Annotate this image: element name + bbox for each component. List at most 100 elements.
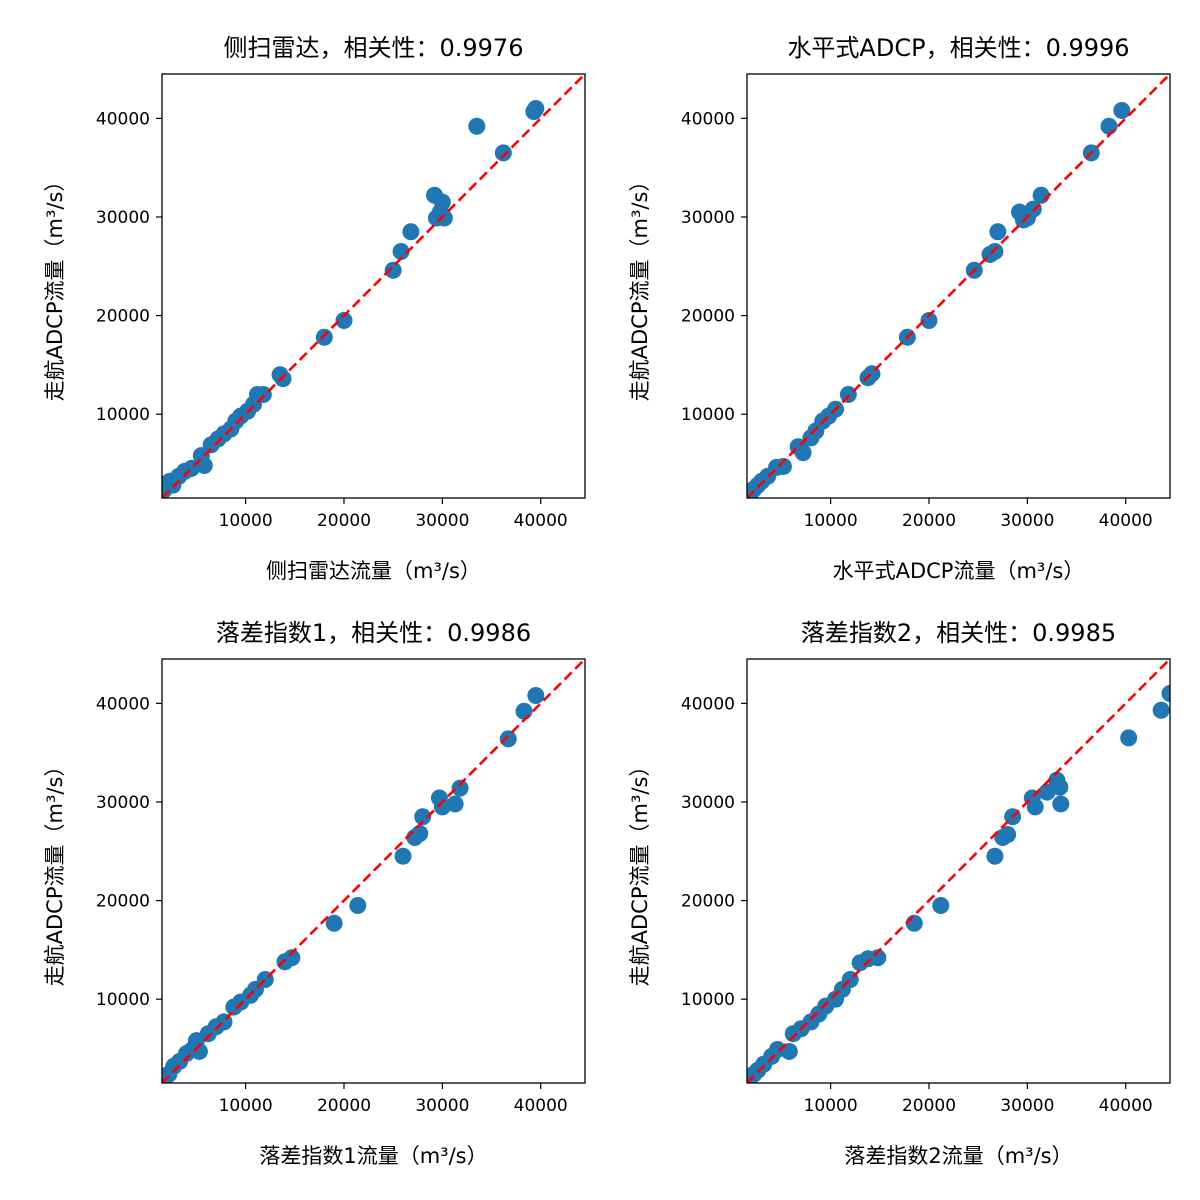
y-tick-label: 30000 bbox=[96, 208, 150, 228]
data-points bbox=[747, 74, 1170, 498]
data-point bbox=[1052, 795, 1070, 813]
data-point bbox=[283, 949, 301, 967]
data-point bbox=[1032, 186, 1050, 204]
data-point bbox=[999, 826, 1017, 844]
data-points bbox=[162, 74, 585, 498]
x-tick-label: 20000 bbox=[317, 511, 371, 531]
data-point bbox=[1038, 783, 1056, 801]
x-tick-label: 40000 bbox=[514, 1096, 568, 1116]
data-point bbox=[414, 808, 432, 826]
reference-line bbox=[747, 74, 1170, 498]
x-axis-label: 水平式ADCP流量（m³/s） bbox=[833, 559, 1085, 583]
reference-line bbox=[162, 74, 585, 498]
y-axis-label: 走航ADCP流量（m³/s） bbox=[628, 756, 652, 987]
data-point bbox=[335, 312, 353, 330]
data-point bbox=[254, 385, 272, 403]
plot-frame bbox=[161, 658, 586, 1084]
data-point bbox=[780, 1042, 798, 1060]
data-point bbox=[1161, 685, 1170, 703]
plot-frame bbox=[746, 73, 1171, 499]
chart-panel-drop-index-2: 落差指数2，相关性：0.9985 10000 20000 30000 40000 1000… bbox=[585, 585, 1185, 1185]
chart-panel-side-scan-radar: 侧扫雷达，相关性：0.9976 10000 20000 30000 40000 10000… bbox=[0, 0, 600, 600]
x-tick-label: 10000 bbox=[219, 511, 273, 531]
data-point bbox=[446, 795, 464, 813]
data-point bbox=[468, 117, 486, 135]
reference-line bbox=[747, 659, 1170, 1083]
x-axis-label: 落差指数2流量（m³/s） bbox=[844, 1144, 1072, 1168]
data-point bbox=[325, 914, 343, 932]
data-point bbox=[1120, 729, 1138, 747]
y-tick-label: 40000 bbox=[96, 109, 150, 129]
y-tick-label: 20000 bbox=[96, 307, 150, 327]
y-tick-label: 30000 bbox=[681, 793, 735, 813]
data-point bbox=[986, 242, 1004, 260]
data-point bbox=[384, 261, 402, 279]
y-tick-label: 10000 bbox=[96, 405, 150, 425]
data-point bbox=[394, 847, 412, 865]
data-point bbox=[1051, 778, 1069, 796]
x-tick-label: 10000 bbox=[804, 511, 858, 531]
data-point bbox=[1152, 701, 1170, 719]
data-point bbox=[527, 686, 545, 704]
chart-title: 侧扫雷达，相关性：0.9976 bbox=[224, 34, 524, 62]
data-points bbox=[747, 659, 1170, 1083]
data-point bbox=[1113, 101, 1131, 119]
plot-frame bbox=[161, 73, 586, 499]
data-point bbox=[794, 444, 812, 462]
y-tick-label: 40000 bbox=[681, 694, 735, 714]
data-point bbox=[274, 370, 292, 388]
data-point bbox=[986, 847, 1004, 865]
x-tick-label: 30000 bbox=[415, 511, 469, 531]
y-tick-label: 30000 bbox=[681, 208, 735, 228]
plot-frame bbox=[746, 658, 1171, 1084]
y-tick-label: 40000 bbox=[681, 109, 735, 129]
data-point bbox=[1100, 117, 1118, 135]
data-point bbox=[435, 209, 453, 227]
x-tick-label: 10000 bbox=[804, 1096, 858, 1116]
data-point bbox=[839, 385, 857, 403]
y-tick-label: 20000 bbox=[96, 892, 150, 912]
data-point bbox=[869, 949, 887, 967]
chart-title: 水平式ADCP，相关性：0.9996 bbox=[787, 34, 1129, 62]
data-point bbox=[392, 242, 410, 260]
chart-panel-drop-index-1: 落差指数1，相关性：0.9986 10000 20000 30000 40000 1000… bbox=[0, 585, 600, 1185]
scatter-chart-drop-index-2: 落差指数2，相关性：0.9985 10000 20000 30000 40000 1000… bbox=[628, 619, 1171, 1168]
data-point bbox=[411, 825, 429, 843]
data-point bbox=[190, 1042, 208, 1060]
chart-title: 落差指数2，相关性：0.9985 bbox=[801, 619, 1116, 647]
data-point bbox=[774, 457, 792, 475]
x-axis-label: 落差指数1流量（m³/s） bbox=[259, 1144, 487, 1168]
data-point bbox=[1026, 798, 1044, 816]
scatter-chart-horizontal-adcp: 水平式ADCP，相关性：0.9996 10000 20000 30000 40000 10… bbox=[628, 34, 1171, 583]
data-point bbox=[402, 223, 420, 241]
scatter-chart-drop-index-1: 落差指数1，相关性：0.9986 10000 20000 30000 40000 1000… bbox=[43, 619, 586, 1168]
data-point bbox=[494, 144, 512, 162]
y-tick-label: 10000 bbox=[681, 405, 735, 425]
y-tick-label: 10000 bbox=[96, 990, 150, 1010]
data-point bbox=[515, 702, 533, 720]
y-tick-label: 10000 bbox=[681, 990, 735, 1010]
chart-title: 落差指数1，相关性：0.9986 bbox=[216, 619, 531, 647]
data-point bbox=[195, 456, 213, 474]
y-tick-label: 40000 bbox=[96, 694, 150, 714]
data-point bbox=[433, 193, 451, 211]
x-tick-label: 30000 bbox=[1000, 511, 1054, 531]
x-axis-label: 侧扫雷达流量（m³/s） bbox=[266, 559, 481, 583]
x-tick-label: 20000 bbox=[902, 511, 956, 531]
data-point bbox=[932, 897, 950, 915]
data-point bbox=[1024, 200, 1042, 218]
x-tick-label: 40000 bbox=[1099, 511, 1153, 531]
chart-panel-horizontal-adcp: 水平式ADCP，相关性：0.9996 10000 20000 30000 40000 10… bbox=[585, 0, 1185, 600]
x-tick-label: 10000 bbox=[219, 1096, 273, 1116]
data-point bbox=[905, 914, 923, 932]
data-point bbox=[433, 798, 451, 816]
y-tick-label: 20000 bbox=[681, 307, 735, 327]
reference-line bbox=[162, 659, 585, 1083]
data-point bbox=[315, 328, 333, 346]
y-tick-label: 20000 bbox=[681, 892, 735, 912]
x-tick-label: 40000 bbox=[1099, 1096, 1153, 1116]
scatter-chart-side-scan-radar: 侧扫雷达，相关性：0.9976 10000 20000 30000 40000 10000… bbox=[43, 34, 586, 583]
data-point bbox=[349, 897, 367, 915]
x-tick-label: 30000 bbox=[1000, 1096, 1054, 1116]
y-axis-label: 走航ADCP流量（m³/s） bbox=[43, 171, 67, 402]
